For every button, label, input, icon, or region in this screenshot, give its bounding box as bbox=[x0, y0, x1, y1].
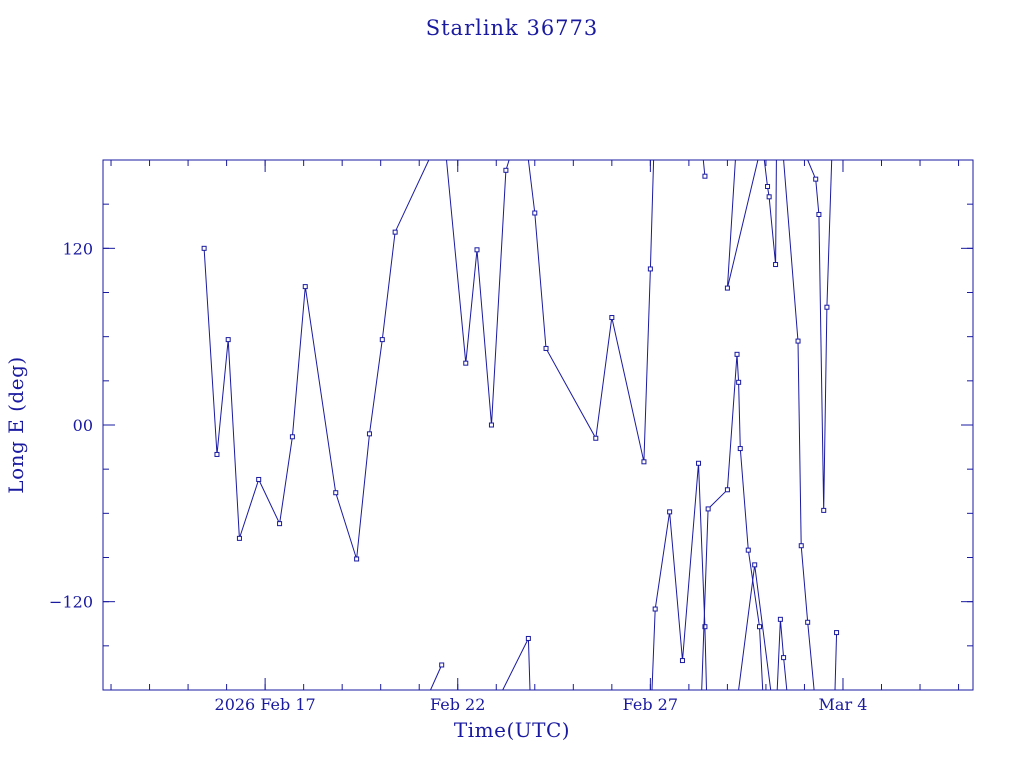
data-point bbox=[225, 337, 231, 343]
data-point bbox=[667, 509, 673, 515]
data-point bbox=[781, 655, 787, 661]
series-line bbox=[203, 160, 430, 560]
y-tick-label: −120 bbox=[49, 593, 93, 612]
data-point bbox=[525, 635, 531, 641]
data-point bbox=[737, 446, 743, 452]
data-point bbox=[379, 337, 385, 343]
data-point bbox=[773, 262, 779, 268]
data-point bbox=[488, 422, 494, 428]
data-point bbox=[696, 460, 702, 466]
data-point bbox=[702, 624, 708, 630]
series-line bbox=[702, 160, 706, 177]
data-point bbox=[736, 379, 742, 385]
data-point bbox=[834, 630, 840, 636]
data-point bbox=[302, 284, 308, 290]
data-point bbox=[821, 507, 827, 513]
y-tick-label: 00 bbox=[73, 416, 93, 435]
data-point bbox=[745, 547, 751, 553]
data-point bbox=[593, 435, 599, 441]
data-point bbox=[474, 247, 480, 253]
data-point bbox=[777, 616, 783, 622]
data-point bbox=[647, 266, 653, 272]
data-point bbox=[543, 345, 549, 351]
series-line bbox=[502, 638, 531, 690]
data-point bbox=[201, 245, 207, 251]
data-point bbox=[366, 431, 372, 437]
x-tick-label: 2026 Feb 17 bbox=[215, 695, 316, 714]
data-point bbox=[816, 211, 822, 217]
x-tick-label: Feb 27 bbox=[623, 695, 678, 714]
series-line bbox=[776, 619, 788, 690]
data-point bbox=[641, 459, 647, 465]
data-point bbox=[679, 658, 685, 664]
data-point bbox=[813, 176, 819, 182]
data-point bbox=[439, 662, 445, 668]
series-line bbox=[807, 160, 833, 511]
data-point bbox=[333, 490, 339, 496]
series-line bbox=[783, 160, 815, 690]
data-point bbox=[256, 476, 262, 482]
data-point bbox=[734, 351, 740, 357]
series-line bbox=[701, 354, 764, 690]
data-point bbox=[795, 338, 801, 344]
data-point bbox=[724, 487, 730, 493]
series-line bbox=[738, 564, 772, 690]
data-point bbox=[277, 521, 283, 527]
data-point bbox=[289, 434, 295, 440]
data-point bbox=[354, 556, 360, 562]
data-point bbox=[757, 624, 763, 630]
data-point bbox=[805, 619, 811, 625]
series-line bbox=[763, 160, 777, 265]
series-line bbox=[430, 664, 443, 690]
data-point bbox=[824, 304, 830, 310]
chart-title: Starlink 36773 bbox=[425, 16, 599, 40]
series-line bbox=[726, 160, 759, 289]
data-point bbox=[532, 210, 538, 216]
data-point bbox=[214, 451, 220, 457]
data-point bbox=[766, 194, 772, 200]
data-point bbox=[752, 562, 758, 568]
data-point bbox=[503, 167, 509, 173]
x-axis-label: Time(UTC) bbox=[453, 718, 571, 742]
data-point bbox=[463, 360, 469, 366]
data-point bbox=[765, 184, 771, 189]
x-tick-label: Feb 22 bbox=[430, 695, 485, 714]
data-point bbox=[609, 315, 615, 321]
data-point bbox=[392, 229, 398, 235]
y-tick-label: 120 bbox=[62, 239, 93, 258]
data-point bbox=[798, 543, 804, 549]
data-point bbox=[705, 506, 711, 512]
data-point bbox=[652, 606, 658, 612]
data-point bbox=[724, 285, 730, 291]
series-line bbox=[834, 632, 838, 690]
series-line bbox=[446, 160, 510, 426]
series-line bbox=[527, 160, 655, 462]
data-point bbox=[702, 173, 708, 179]
x-tick-label: Mar 4 bbox=[819, 695, 868, 714]
series-line bbox=[651, 463, 707, 690]
data-point bbox=[236, 535, 242, 541]
